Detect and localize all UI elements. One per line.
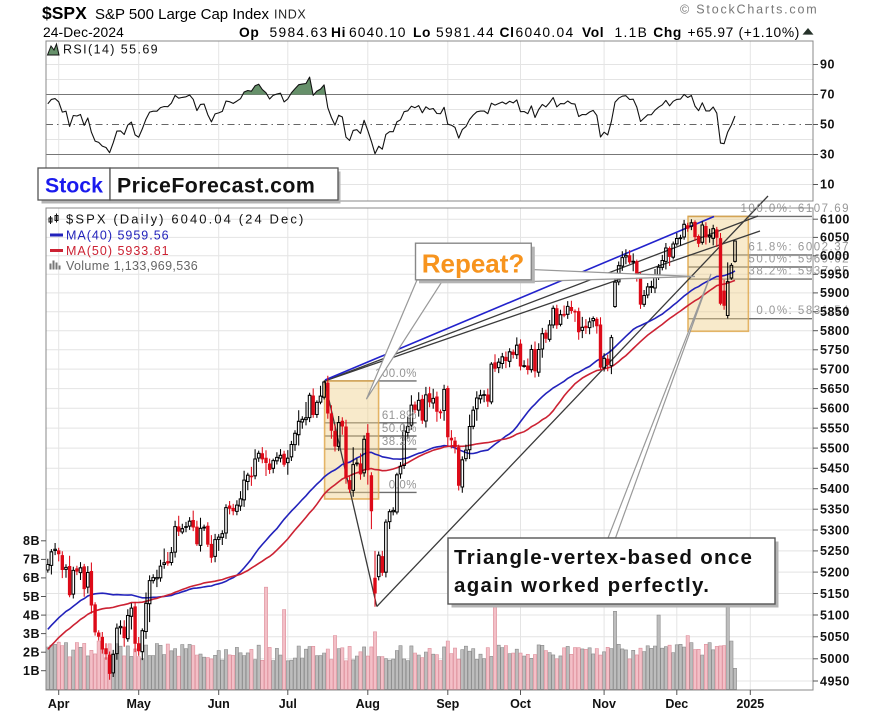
svg-text:90: 90 — [820, 58, 835, 72]
svg-text:5800: 5800 — [820, 324, 850, 338]
svg-text:2025: 2025 — [736, 697, 764, 711]
svg-text:5550: 5550 — [820, 421, 850, 435]
svg-text:61.8%: 6002.37: 61.8%: 6002.37 — [748, 241, 850, 253]
svg-text:30: 30 — [820, 148, 835, 162]
svg-text:Nov: Nov — [592, 697, 616, 711]
svg-text:6100: 6100 — [820, 213, 850, 227]
svg-text:50.0%: 5969.62: 50.0%: 5969.62 — [748, 254, 850, 266]
svg-text:38.2%: 5937.05: 38.2%: 5937.05 — [748, 266, 850, 278]
svg-text:Triangle-vertex-based once: Triangle-vertex-based once — [454, 546, 753, 569]
svg-text:S&P 500 Large Cap Index: S&P 500 Large Cap Index — [95, 6, 270, 23]
svg-text:8B: 8B — [23, 534, 40, 548]
svg-text:$SPX (Daily) 6040.04 (24 Dec): $SPX (Daily) 6040.04 (24 Dec) — [66, 212, 305, 227]
svg-text:PriceForecast.com: PriceForecast.com — [117, 174, 315, 198]
svg-text:Apr: Apr — [48, 697, 70, 711]
svg-text:5650: 5650 — [820, 382, 850, 396]
svg-text:Volume 1,133,969,536: Volume 1,133,969,536 — [66, 259, 198, 273]
svg-text:RSI(14) 55.69: RSI(14) 55.69 — [63, 43, 159, 57]
svg-text:6B: 6B — [23, 571, 40, 585]
svg-text:50.0%: 50.0% — [382, 423, 417, 435]
svg-text:3B: 3B — [23, 627, 40, 641]
svg-text:INDX: INDX — [274, 8, 306, 22]
svg-text:5000: 5000 — [820, 652, 850, 666]
svg-text:2B: 2B — [23, 646, 40, 660]
svg-text:Oct: Oct — [510, 697, 532, 711]
svg-text:5450: 5450 — [820, 462, 850, 476]
svg-text:4950: 4950 — [820, 674, 850, 688]
svg-text:38.2%: 38.2% — [382, 436, 417, 448]
svg-text:0.0%: 5831.54: 0.0%: 5831.54 — [756, 305, 850, 317]
svg-text:5700: 5700 — [820, 362, 850, 376]
svg-text:100.0%: 6107.69: 100.0%: 6107.69 — [741, 203, 850, 215]
svg-text:6000: 6000 — [820, 249, 850, 263]
svg-text:MA(40) 5959.56: MA(40) 5959.56 — [66, 229, 170, 243]
svg-text:Aug: Aug — [356, 697, 380, 711]
svg-text:5100: 5100 — [820, 608, 850, 622]
svg-text:5500: 5500 — [820, 441, 850, 455]
svg-text:MA(50) 5933.81: MA(50) 5933.81 — [66, 244, 170, 258]
svg-text:5850: 5850 — [820, 305, 850, 319]
svg-text:Jun: Jun — [208, 697, 230, 711]
svg-text:5350: 5350 — [820, 503, 850, 517]
svg-text:May: May — [127, 697, 151, 711]
svg-text:6050: 6050 — [820, 231, 850, 245]
svg-text:again worked perfectly.: again worked perfectly. — [454, 574, 710, 597]
svg-text:5400: 5400 — [820, 482, 850, 496]
svg-text:5250: 5250 — [820, 544, 850, 558]
svg-text:7B: 7B — [23, 553, 40, 567]
svg-text:10: 10 — [820, 178, 835, 192]
svg-text:5300: 5300 — [820, 523, 850, 537]
svg-text:1B: 1B — [23, 664, 40, 678]
svg-text:100.0%: 100.0% — [375, 368, 417, 380]
svg-text:Repeat?: Repeat? — [422, 249, 525, 279]
svg-text:5600: 5600 — [820, 402, 850, 416]
svg-text:50: 50 — [820, 118, 835, 132]
svg-text:4B: 4B — [23, 608, 40, 622]
svg-text:5950: 5950 — [820, 268, 850, 282]
svg-text:Jul: Jul — [279, 697, 297, 711]
svg-text:Stock: Stock — [45, 174, 103, 198]
svg-text:5150: 5150 — [820, 587, 850, 601]
svg-text:Dec: Dec — [665, 697, 688, 711]
svg-text:5750: 5750 — [820, 343, 850, 357]
svg-text:5B: 5B — [23, 590, 40, 604]
svg-text:5200: 5200 — [820, 565, 850, 579]
svg-text:61.8%: 61.8% — [382, 410, 417, 422]
svg-text:0.0%: 0.0% — [389, 479, 417, 491]
svg-text:5900: 5900 — [820, 286, 850, 300]
svg-text:5050: 5050 — [820, 630, 850, 644]
svg-text:© StockCharts.com: © StockCharts.com — [680, 3, 818, 17]
svg-text:$SPX: $SPX — [42, 3, 87, 23]
svg-text:70: 70 — [820, 88, 835, 102]
svg-text:Sep: Sep — [436, 697, 459, 711]
